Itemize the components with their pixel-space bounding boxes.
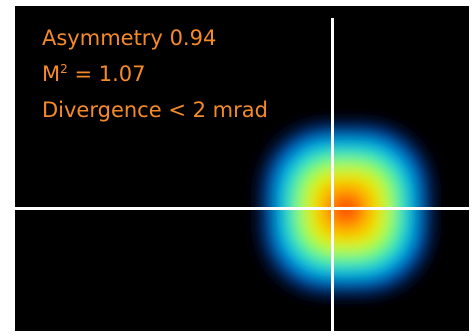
m2-value: = 1.07 bbox=[74, 62, 146, 86]
asymmetry-readout: Asymmetry 0.94 bbox=[42, 20, 268, 56]
asymmetry-value: 0.94 bbox=[169, 26, 217, 50]
divergence-readout: Divergence < 2 mrad bbox=[42, 98, 268, 122]
crosshair-vertical bbox=[331, 18, 334, 331]
m2-superscript: 2 bbox=[60, 62, 68, 76]
asymmetry-label: Asymmetry bbox=[42, 26, 163, 50]
crosshair-horizontal bbox=[15, 207, 469, 210]
beam-profile-viewer: Asymmetry 0.94 M2 = 1.07 Divergence < 2 … bbox=[15, 6, 469, 331]
m2-label: M bbox=[42, 62, 61, 86]
m2-readout: M2 = 1.07 bbox=[42, 56, 268, 92]
measurement-readouts: Asymmetry 0.94 M2 = 1.07 Divergence < 2 … bbox=[42, 20, 268, 128]
